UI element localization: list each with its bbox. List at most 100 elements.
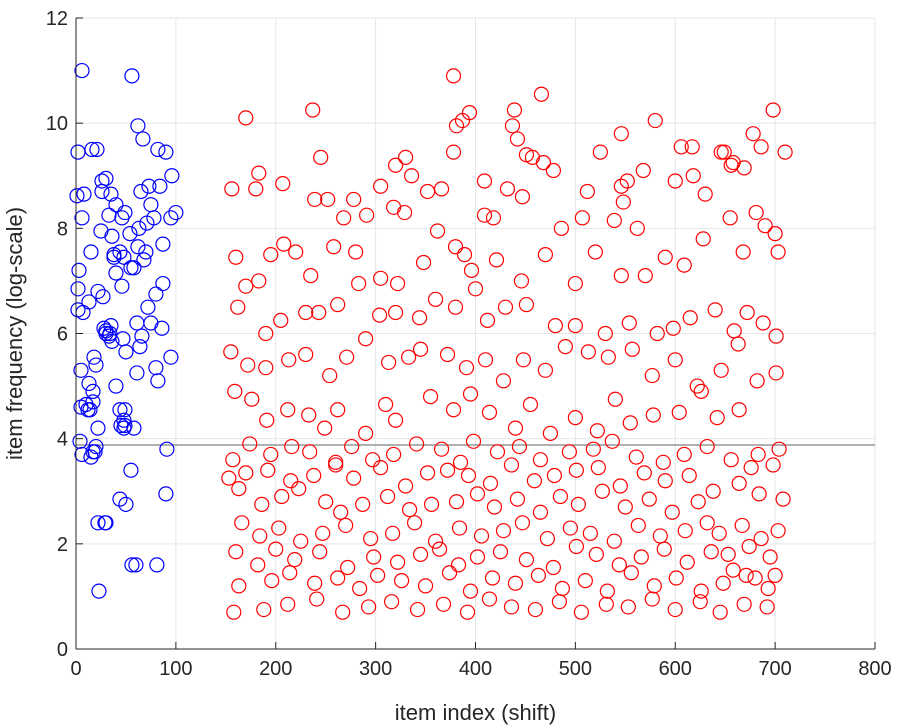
red-point — [567, 318, 583, 334]
x-tick-label: 300 — [359, 658, 392, 680]
blue-point — [118, 344, 134, 360]
red-point — [309, 591, 325, 607]
blue-point — [163, 349, 179, 365]
red-point — [403, 168, 420, 184]
blue-point — [108, 197, 124, 213]
red-point — [533, 86, 550, 102]
red-point — [667, 173, 683, 189]
red-point — [381, 354, 397, 371]
red-point — [328, 457, 344, 473]
red-point — [340, 559, 356, 576]
blue-point — [158, 486, 174, 502]
red-point — [439, 346, 456, 363]
blue-point — [143, 315, 159, 331]
blue-point — [96, 320, 112, 336]
x-tick-label: 800 — [858, 658, 891, 680]
y-tick-label: 4 — [57, 429, 68, 451]
red-point — [268, 541, 284, 557]
red-point — [606, 212, 622, 229]
red-point — [585, 441, 601, 457]
red-point — [447, 299, 464, 315]
blue-point — [116, 249, 132, 265]
red-point — [358, 331, 374, 347]
red-point — [755, 315, 771, 331]
red-point — [291, 481, 307, 497]
blue-point — [70, 144, 86, 160]
red-point — [636, 465, 652, 481]
red-point — [386, 199, 402, 215]
red-point — [567, 275, 583, 292]
blue-point — [150, 141, 166, 158]
red-point — [284, 438, 300, 455]
red-point — [594, 483, 610, 499]
red-point — [656, 541, 672, 557]
red-point — [301, 407, 317, 423]
blue-point — [98, 515, 114, 531]
red-point — [419, 465, 436, 481]
grid — [75, 17, 876, 650]
red-point — [760, 580, 776, 597]
red-point — [386, 446, 402, 463]
red-point — [612, 478, 628, 494]
blue-point — [164, 168, 180, 184]
red-point — [298, 346, 314, 363]
y-tick-label: 0 — [57, 639, 68, 661]
blue-point — [82, 402, 98, 418]
red-point — [709, 410, 725, 426]
blue-point — [98, 170, 114, 186]
tick-labels: 0 100 200 300 400 500 600 700 800 0 2 4 6 8 10 12 — [46, 8, 892, 680]
blue-point — [149, 557, 165, 573]
red-point — [489, 444, 506, 460]
red-point — [441, 565, 458, 581]
red-point — [401, 502, 418, 518]
red-point — [370, 567, 386, 583]
red-point — [423, 496, 440, 512]
red-point — [620, 599, 636, 615]
red-point — [427, 291, 444, 307]
blue-point — [117, 417, 133, 434]
red-point — [352, 580, 368, 597]
blue-point — [129, 315, 145, 331]
red-point — [488, 252, 505, 268]
red-point — [445, 68, 462, 84]
red-point — [613, 178, 629, 194]
blue-point — [118, 496, 134, 512]
red-point — [726, 323, 742, 339]
red-point — [765, 457, 781, 473]
red-point — [682, 310, 698, 326]
blue-point — [150, 373, 166, 389]
red-point — [716, 144, 732, 160]
red-point — [509, 131, 526, 147]
red-point — [351, 275, 367, 292]
red-point — [499, 181, 516, 197]
blue-point — [89, 141, 105, 158]
red-point — [542, 425, 559, 442]
red-point — [657, 249, 673, 265]
red-point — [547, 318, 564, 334]
red-point — [417, 578, 434, 594]
blue-point — [168, 204, 184, 221]
red-point — [408, 436, 425, 452]
red-point — [412, 546, 429, 562]
y-tick-label: 8 — [57, 218, 68, 240]
red-point — [448, 494, 465, 510]
red-point — [697, 186, 713, 202]
red-point — [743, 459, 759, 476]
red-point — [664, 504, 680, 520]
red-point — [303, 268, 319, 284]
blue-point — [123, 260, 139, 276]
red-point — [757, 218, 773, 234]
red-point — [242, 436, 258, 452]
red-point — [264, 573, 280, 589]
red-point — [748, 204, 764, 221]
red-point — [613, 268, 629, 284]
red-point — [469, 486, 486, 502]
red-point — [248, 181, 264, 197]
red-point — [503, 457, 520, 473]
blue-point — [155, 236, 171, 252]
red-point — [454, 112, 471, 129]
red-point — [228, 249, 244, 265]
red-point — [396, 204, 413, 221]
red-point — [645, 407, 661, 423]
red-point — [518, 296, 535, 313]
